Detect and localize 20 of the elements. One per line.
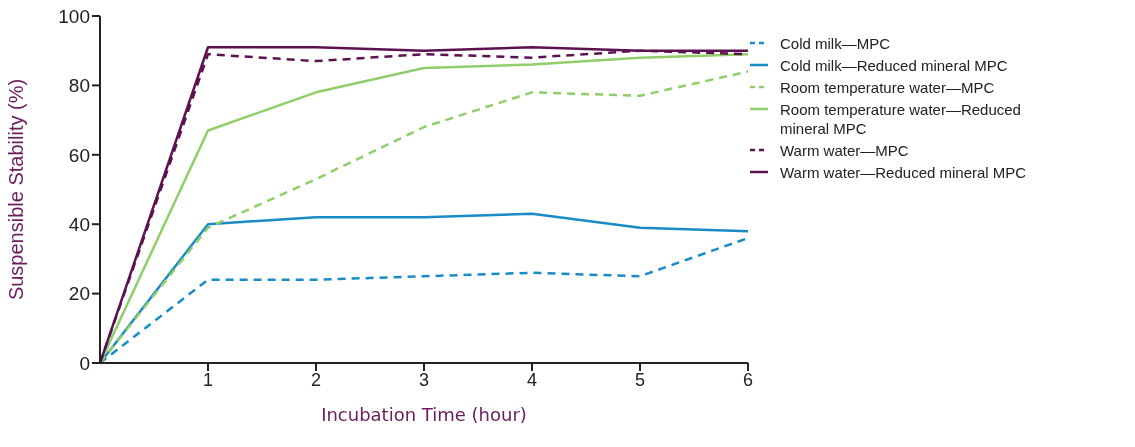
legend-label: Cold milk—Reduced mineral MPC xyxy=(780,56,1009,75)
x-tick-label: 5 xyxy=(634,369,646,390)
y-tick-label: 60 xyxy=(68,144,90,166)
legend-label: Room temperature water—Reduced mineral MPC xyxy=(780,100,1022,138)
x-tick-label: 4 xyxy=(526,369,538,390)
legend-label: Room temperature water—MPC xyxy=(780,78,996,97)
x-tick-label: 2 xyxy=(310,369,322,390)
y-tick-label: 100 xyxy=(58,5,90,27)
y-tick-label: 0 xyxy=(79,352,90,374)
x-axis-title: Incubation Time (hour) xyxy=(321,404,527,425)
x-tick-label: 1 xyxy=(202,369,214,390)
legend-label: Warm water—MPC xyxy=(780,141,910,160)
y-tick-label: 80 xyxy=(68,75,90,97)
x-tick-label: 6 xyxy=(742,369,754,390)
legend-label: Cold milk—MPC xyxy=(780,34,891,53)
y-tick-label: 20 xyxy=(68,283,90,305)
y-tick-label: 40 xyxy=(68,213,90,235)
x-tick-label: 3 xyxy=(418,369,430,390)
legend-label: Warm water—Reduced mineral MPC xyxy=(780,163,1028,182)
y-axis-title: Suspensible Stability (%) xyxy=(5,78,28,301)
